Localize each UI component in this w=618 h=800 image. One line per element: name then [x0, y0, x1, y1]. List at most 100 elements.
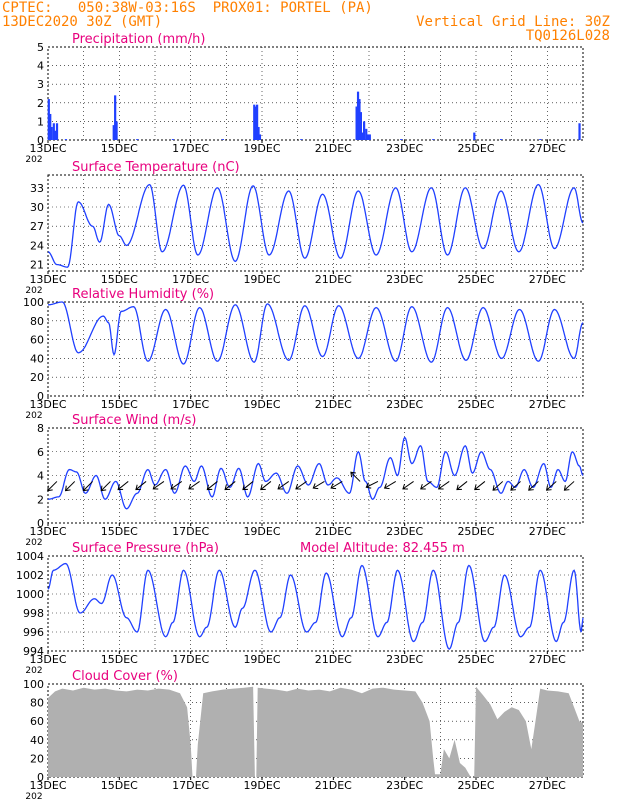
- x-tick-label: 25DEC: [457, 398, 494, 411]
- y-tick-label-rh: 20: [30, 371, 44, 384]
- precip-bar: [578, 123, 581, 140]
- precip-bar: [368, 134, 371, 140]
- x-tick-label: 19DEC: [243, 398, 280, 411]
- panel-frame-temp: [47, 174, 584, 272]
- panel-frame-pres: [47, 555, 584, 652]
- y-tick-label-precip: 0: [37, 134, 44, 147]
- x-tick-label: 21DEC: [315, 779, 352, 792]
- y-tick-label-rh: 60: [30, 334, 44, 347]
- x-tick-label: 19DEC: [243, 273, 280, 286]
- wind-arrow-shaft: [474, 481, 486, 490]
- precip-bar: [253, 104, 256, 140]
- panel-title-cloud: Cloud Cover (%): [72, 669, 178, 684]
- wind-arrow-shaft: [83, 481, 93, 491]
- wind-arrow-shaft: [330, 481, 343, 489]
- precip-bar: [50, 126, 53, 140]
- y-tick-label-temp: 30: [30, 201, 44, 214]
- y-tick-label-precip: 2: [37, 97, 44, 110]
- wind-arrow-head: [47, 485, 53, 492]
- x-tick-label: 19DEC: [243, 653, 280, 666]
- panel-frame-rh: [47, 301, 584, 397]
- wind-arrow-head: [260, 484, 266, 491]
- precip-bar: [539, 139, 542, 140]
- panel-title-rh: Relative Humidity (%): [72, 287, 214, 302]
- wind-arrow-head: [170, 483, 177, 490]
- y-tick-label-pres: 994: [23, 645, 44, 658]
- precip-bar: [400, 139, 403, 140]
- wind-arrow-shaft: [277, 481, 290, 490]
- y-tick-label-pres: 1004: [16, 550, 44, 563]
- wind-arrow-head: [528, 485, 534, 491]
- x-tick-label: 23DEC: [386, 525, 423, 538]
- series-line-temp: [47, 183, 584, 268]
- y-tick-label-precip: 3: [37, 78, 44, 91]
- wind-arrow-head: [152, 483, 159, 490]
- wind-arrow-shaft: [350, 471, 361, 482]
- wind-arrow-head: [402, 483, 408, 490]
- y-tick-label-precip: 1: [37, 115, 44, 128]
- panel-title-pres: Surface Pressure (hPa): [72, 541, 219, 556]
- x-tick-label: 15DEC: [101, 779, 138, 792]
- x-tick-label: 15DEC: [101, 398, 138, 411]
- wind-arrow-shaft: [100, 481, 111, 491]
- x-year-label: 202: [25, 411, 42, 421]
- wind-arrow-head: [474, 484, 480, 491]
- wind-arrow-shaft: [206, 481, 218, 490]
- precip-bar: [115, 121, 118, 140]
- precip-bar: [499, 139, 503, 140]
- x-year-label: 202: [25, 286, 42, 296]
- series-line-wind: [47, 436, 584, 510]
- panel-frame-precip: [47, 46, 584, 141]
- y-tick-label-precip: 4: [37, 60, 44, 73]
- y-tick-label-wind: 4: [37, 470, 44, 483]
- precip-bar: [256, 104, 259, 140]
- wind-arrow-shaft: [564, 481, 575, 491]
- x-tick-label: 27DEC: [529, 142, 566, 155]
- y-tick-label-rh: 40: [30, 352, 44, 365]
- wind-arrow-head: [277, 483, 284, 490]
- precip-bar: [358, 99, 361, 140]
- x-tick-label: 23DEC: [386, 653, 423, 666]
- y-tick-label-cloud: 0: [37, 771, 44, 784]
- x-tick-label: 23DEC: [386, 398, 423, 411]
- precip-bar: [365, 128, 368, 140]
- wind-arrow-head: [224, 484, 231, 491]
- wind-arrow-shaft: [170, 481, 183, 490]
- wind-arrow-head: [100, 485, 107, 492]
- y-tick-label-pres: 1002: [16, 569, 44, 582]
- wind-arrow-head: [437, 483, 444, 490]
- precip-bar: [363, 121, 366, 140]
- series-line-pres: [47, 562, 584, 650]
- y-tick-label-wind: 2: [37, 493, 44, 506]
- y-tick-label-pres: 996: [23, 626, 44, 639]
- precip-bar: [432, 139, 435, 140]
- wind-arrow-shaft: [438, 481, 450, 490]
- wind-arrow-shaft: [65, 481, 76, 491]
- wind-arrow-head: [188, 483, 194, 490]
- x-tick-label: 19DEC: [243, 142, 280, 155]
- wind-arrow-head: [82, 485, 89, 492]
- wind-arrow-head: [242, 484, 248, 491]
- x-tick-label: 25DEC: [457, 273, 494, 286]
- precip-bar: [49, 113, 52, 140]
- wind-arrow-shaft: [510, 481, 521, 491]
- x-tick-label: 17DEC: [172, 398, 209, 411]
- x-tick-label: 27DEC: [529, 273, 566, 286]
- header-location: CPTEC: 050:38W-03:16S PROX01: PORTEL (PA…: [2, 0, 373, 16]
- precip-bar: [300, 139, 303, 140]
- x-tick-label: 13DEC: [29, 273, 66, 286]
- wind-arrow-head: [117, 484, 124, 491]
- x-tick-label: 15DEC: [101, 142, 138, 155]
- wind-arrow-head: [330, 483, 337, 490]
- wind-arrow-shaft: [456, 481, 468, 490]
- x-tick-label: 17DEC: [172, 653, 209, 666]
- x-year-label: 202: [25, 155, 42, 165]
- header-date: 13DEC2020 30Z (GMT): [2, 14, 163, 30]
- x-tick-label: 21DEC: [315, 142, 352, 155]
- wind-arrow-shaft: [313, 481, 325, 489]
- wind-arrow-shaft: [242, 481, 254, 490]
- x-tick-label: 25DEC: [457, 779, 494, 792]
- wind-arrow-shaft: [546, 481, 557, 491]
- y-tick-label-precip: 5: [37, 41, 44, 54]
